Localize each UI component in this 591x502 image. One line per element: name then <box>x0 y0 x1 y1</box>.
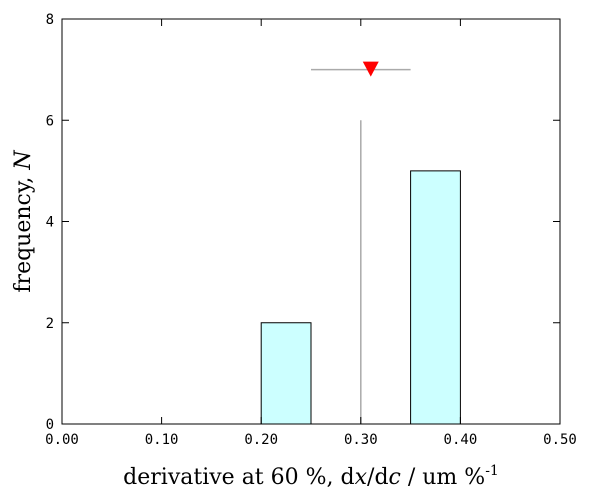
y-tick-label: 4 <box>46 215 54 231</box>
x-tick-label: 0.00 <box>45 432 79 448</box>
y-axis-label-prefix: frequency, <box>11 170 36 293</box>
x-axis-label: derivative at 60 %, dx/dc / um %-1 <box>123 463 499 490</box>
y-ticks-group: 0 2 4 6 8 <box>46 12 560 433</box>
y-axis-label-n: N <box>11 150 36 171</box>
x-axis-label-slash: /d <box>367 465 389 490</box>
x-tick-label: 0.10 <box>145 432 179 448</box>
x-tick-label: 0.40 <box>444 432 478 448</box>
y-tick-label: 2 <box>46 316 54 332</box>
x-axis-label-x: x <box>355 465 368 490</box>
histogram-bar <box>410 170 461 425</box>
x-axis-label-prefix: derivative at 60 %, d <box>123 465 354 490</box>
marker-triangle-down <box>362 61 379 77</box>
x-tick-label: 0.30 <box>344 432 378 448</box>
y-tick-label: 6 <box>46 113 54 129</box>
x-axis-label-c: c <box>389 465 401 490</box>
bars-group <box>260 170 461 425</box>
histogram-bar <box>260 322 312 425</box>
x-axis-label-sup: -1 <box>485 463 499 479</box>
x-axis-label-units: / um % <box>401 465 485 490</box>
x-tick-label: 0.50 <box>543 432 577 448</box>
y-tick-label: 8 <box>46 12 54 28</box>
y-tick-label: 0 <box>46 417 54 433</box>
x-tick-label: 0.20 <box>244 432 278 448</box>
marker-group <box>311 61 411 77</box>
y-axis-label: frequency, N <box>11 150 36 293</box>
x-ticks-group: 0.00 0.10 0.20 0.30 0.40 0.50 <box>45 19 577 448</box>
